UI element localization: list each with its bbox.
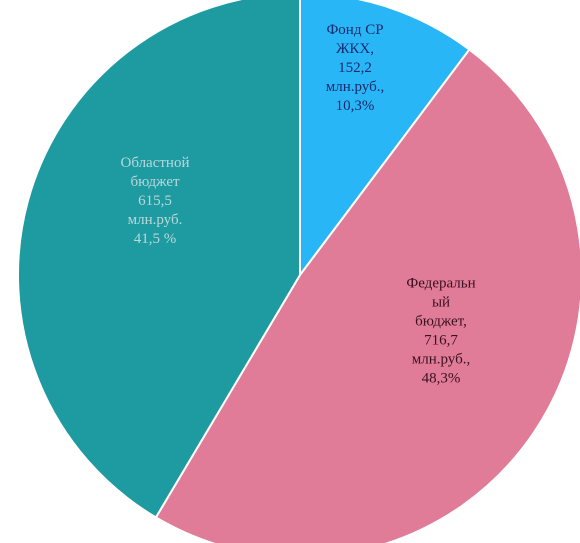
pie-label-line: Фонд СР bbox=[326, 22, 383, 38]
pie-slice-3 bbox=[17, 0, 301, 519]
pie-label-line: млн.руб. bbox=[128, 212, 183, 228]
pie-label-line: ЖКХ, bbox=[336, 41, 374, 57]
pie-label-line: бюджет, bbox=[415, 314, 467, 330]
pie-label-line: бюджет bbox=[130, 174, 180, 190]
pie-label-line: 41,5 % bbox=[134, 231, 177, 247]
pie-label-1: Фонд СР ЖКХ, 152,2 млн.руб., 10,3% bbox=[326, 22, 385, 114]
pie-label-line: 48,3% bbox=[422, 371, 461, 387]
pie-labels: Фонд СР ЖКХ, 152,2 млн.руб., 10,3% Федеральн ы… bbox=[120, 22, 475, 387]
pie-label-line: млн.руб., bbox=[412, 352, 471, 368]
pie-slice-1 bbox=[299, 0, 471, 278]
pie-label-line: Областной bbox=[120, 155, 189, 171]
pie-label-3: Областной бюджет 615,5 млн.руб. 41,5 % bbox=[120, 155, 189, 247]
pie-label-2: Федеральн ый бюджет, 716,7 млн.руб., 48,3% bbox=[406, 276, 475, 387]
pie-label-line: млн.руб., bbox=[326, 79, 385, 95]
pie-label-line: 716,7 bbox=[424, 333, 458, 349]
pie-label-line: 152,2 bbox=[338, 60, 372, 76]
pie-slices bbox=[17, 0, 580, 543]
pie-slice-2 bbox=[154, 48, 580, 543]
pie-label-line: 615,5 bbox=[138, 193, 172, 209]
pie-label-line: 10,3% bbox=[336, 98, 375, 114]
pie-label-line: Федеральн bbox=[406, 276, 475, 292]
pie-label-line: ый bbox=[432, 295, 450, 311]
